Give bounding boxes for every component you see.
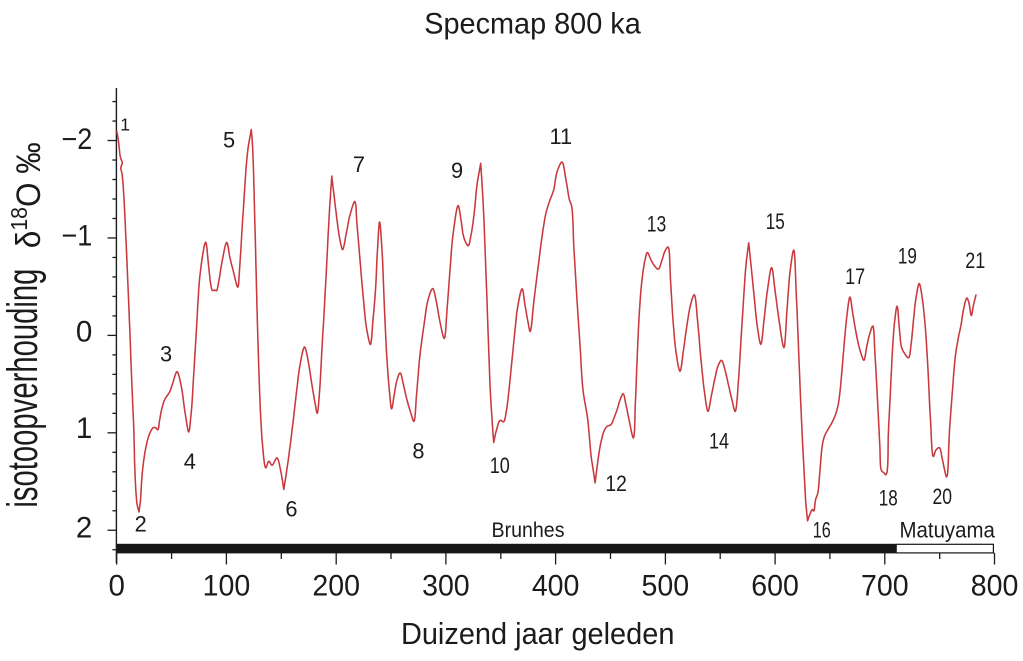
svg-text:100: 100 [203, 569, 251, 602]
svg-text:200: 200 [312, 569, 360, 602]
svg-text:17: 17 [845, 264, 865, 289]
svg-text:9: 9 [451, 158, 463, 183]
svg-text:400: 400 [532, 569, 580, 602]
svg-text:1: 1 [76, 412, 92, 445]
svg-text:−2: −2 [62, 123, 93, 156]
svg-text:Brunhes: Brunhes [492, 517, 565, 542]
svg-text:6: 6 [285, 496, 297, 521]
svg-text:Matuyama: Matuyama [900, 517, 996, 542]
svg-text:0: 0 [108, 569, 124, 602]
svg-text:8: 8 [412, 439, 424, 464]
svg-text:11: 11 [549, 124, 572, 149]
svg-text:3: 3 [160, 342, 172, 367]
svg-text:18: 18 [879, 485, 898, 510]
svg-text:16: 16 [813, 518, 831, 543]
svg-text:500: 500 [642, 569, 690, 602]
svg-text:12: 12 [605, 471, 627, 496]
svg-text:20: 20 [933, 484, 953, 509]
svg-text:19: 19 [898, 243, 917, 268]
svg-text:isotoopverhouding: isotoopverhouding [0, 269, 47, 508]
svg-text:Specmap 800 ka: Specmap 800 ka [424, 8, 641, 41]
svg-text:5: 5 [223, 127, 235, 152]
svg-text:14: 14 [709, 428, 729, 453]
svg-text:300: 300 [422, 569, 470, 602]
svg-text:800: 800 [971, 569, 1019, 602]
svg-text:1: 1 [120, 115, 130, 135]
svg-text:13: 13 [647, 212, 667, 237]
svg-text:7: 7 [353, 152, 365, 177]
svg-text:4: 4 [184, 449, 196, 474]
svg-text:−1: −1 [62, 219, 93, 252]
svg-text:10: 10 [490, 453, 510, 478]
svg-text:δ18O ‰: δ18O ‰ [6, 142, 48, 248]
svg-text:21: 21 [965, 248, 985, 273]
svg-text:15: 15 [766, 209, 785, 234]
svg-text:Duizend jaar geleden: Duizend jaar geleden [401, 617, 675, 651]
svg-text:2: 2 [76, 512, 92, 545]
svg-text:2: 2 [135, 512, 147, 537]
svg-text:600: 600 [751, 569, 799, 602]
svg-text:700: 700 [861, 569, 909, 602]
svg-text:0: 0 [76, 315, 92, 348]
